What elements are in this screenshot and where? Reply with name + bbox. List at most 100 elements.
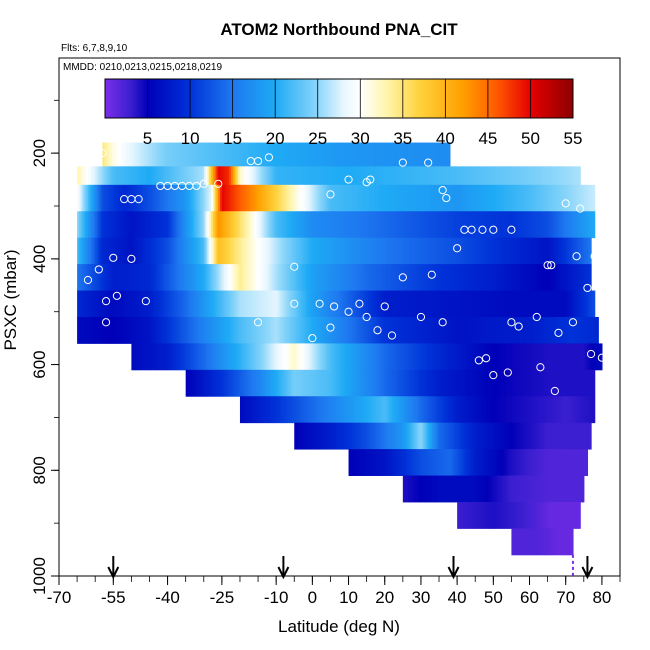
heatmap-cell	[127, 237, 131, 265]
heatmap-cell	[462, 317, 465, 344]
heatmap-cell	[448, 343, 451, 371]
heatmap-cell	[533, 237, 536, 265]
heatmap-cell	[223, 166, 227, 186]
heatmap-cell	[122, 317, 125, 344]
heatmap-cell	[281, 211, 284, 239]
heatmap-cell	[332, 422, 335, 450]
heatmap-cell	[410, 166, 413, 186]
heatmap-cell	[328, 166, 332, 186]
heatmap-cell	[596, 343, 599, 371]
heatmap-cell	[466, 343, 469, 371]
heatmap-cell	[268, 211, 272, 239]
heatmap-cell	[187, 290, 190, 318]
heatmap-cell	[243, 142, 246, 167]
heatmap-cell	[585, 317, 589, 344]
heatmap-cell	[154, 290, 158, 318]
heatmap-cell	[211, 317, 214, 344]
heatmap-cell	[518, 264, 522, 291]
heatmap-cell	[433, 142, 437, 167]
heatmap-cell	[292, 290, 295, 318]
heatmap-cell	[381, 422, 384, 450]
colorbar-tick-label: 25	[308, 129, 327, 148]
heatmap-cell	[230, 237, 234, 265]
heatmap-cell	[408, 184, 411, 212]
heatmap-cell	[241, 211, 245, 239]
heatmap-cell	[268, 184, 272, 212]
heatmap-cell	[221, 290, 225, 318]
heatmap-cell	[553, 343, 556, 371]
heatmap-cell	[540, 184, 543, 212]
heatmap-cell	[477, 396, 480, 424]
heatmap-cell	[411, 449, 415, 476]
heatmap-cell	[525, 317, 529, 344]
heatmap-cell	[565, 502, 569, 529]
heatmap-cell	[239, 343, 243, 371]
heatmap-cell	[254, 264, 257, 291]
heatmap-cell	[551, 475, 554, 503]
heatmap-cell	[437, 343, 440, 371]
heatmap-cell	[254, 317, 257, 344]
heatmap-cell	[203, 142, 207, 167]
heatmap-cell	[435, 369, 438, 397]
heatmap-cell	[281, 396, 284, 424]
heatmap-cell	[185, 211, 189, 239]
heatmap-cell	[525, 528, 529, 556]
heatmap-cell	[529, 502, 532, 529]
heatmap-cell	[495, 449, 498, 476]
heatmap-cell	[274, 317, 277, 344]
heatmap-cell	[433, 237, 437, 265]
heatmap-cell	[140, 166, 143, 186]
heatmap-cell	[332, 237, 335, 265]
heatmap-cell	[129, 184, 132, 212]
heatmap-cell	[243, 317, 246, 344]
heatmap-cell	[520, 237, 523, 265]
heatmap-cell	[87, 184, 91, 212]
heatmap-cell	[285, 343, 288, 371]
heatmap-cell	[542, 237, 545, 265]
heatmap-cell	[140, 184, 143, 212]
heatmap-cell	[531, 264, 534, 291]
heatmap-layer-7	[77, 317, 599, 344]
heatmap-cell	[536, 166, 540, 186]
heatmap-cell	[467, 166, 471, 186]
heatmap-cell	[207, 264, 210, 291]
heatmap-cell	[276, 184, 279, 212]
heatmap-cell	[455, 422, 458, 450]
heatmap-cell	[509, 396, 513, 424]
heatmap-cell	[458, 475, 462, 503]
heatmap-cell	[565, 290, 569, 318]
heatmap-cell	[279, 166, 283, 186]
heatmap-cell	[323, 264, 326, 291]
heatmap-cell	[556, 449, 560, 476]
observation-point	[297, 191, 306, 200]
heatmap-cell	[127, 264, 131, 291]
heatmap-cell	[390, 317, 393, 344]
heatmap-cell	[306, 290, 310, 318]
heatmap-cell	[542, 528, 545, 556]
heatmap-cell	[125, 317, 129, 344]
heatmap-cell	[495, 317, 498, 344]
heatmap-cell	[516, 166, 520, 186]
heatmap-cell	[520, 369, 523, 397]
heatmap-cell	[420, 422, 424, 450]
heatmap-cell	[267, 211, 270, 239]
heatmap-layer-5	[77, 264, 592, 291]
observation-point	[387, 331, 397, 340]
heatmap-cell	[386, 237, 389, 265]
heatmap-cell	[437, 449, 440, 476]
heatmap-cell	[415, 264, 418, 291]
heatmap-cell	[312, 369, 315, 397]
heatmap-cell	[361, 237, 364, 265]
heatmap-cell	[511, 211, 514, 239]
heatmap-cell	[513, 475, 516, 503]
heatmap-cell	[200, 142, 203, 167]
heatmap-cell	[563, 502, 567, 529]
heatmap-cell	[543, 211, 547, 239]
heatmap-cell	[196, 166, 199, 186]
heatmap-cell	[536, 184, 540, 212]
heatmap-cell	[355, 211, 359, 239]
heatmap-cell	[498, 211, 502, 239]
heatmap-cell	[147, 290, 151, 318]
heatmap-cell	[272, 211, 275, 239]
heatmap-cell	[214, 369, 218, 397]
